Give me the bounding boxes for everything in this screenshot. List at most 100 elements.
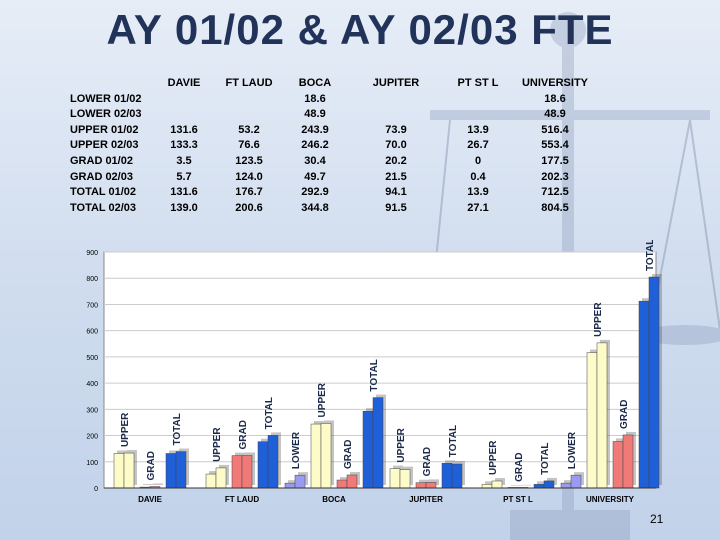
table-cell: 131.6: [170, 186, 198, 199]
y-tick-label: 800: [86, 276, 98, 283]
table-cell: 21.5: [385, 170, 407, 183]
bar-upper-02-03: [215, 467, 227, 489]
table-cell: 243.9: [301, 123, 329, 136]
bar-group-label: TOTAL: [264, 397, 275, 429]
column-header-pt-st-l: PT ST L: [457, 77, 499, 89]
table-row: TOTAL 02/03 139.0 200.6 344.8 91.5 27.1 804.5: [70, 201, 596, 217]
table-cell: 292.9: [301, 186, 329, 199]
bar-group-label: TOTAL: [369, 359, 380, 391]
table-cell: 553.4: [541, 139, 569, 152]
table-cell: 13.9: [467, 186, 489, 199]
bar-group-label: GRAD: [422, 447, 433, 476]
table-cell: [218, 107, 280, 123]
column-header-boca: BOCA: [298, 77, 332, 89]
bar-upper-01-02: [113, 453, 125, 489]
table-cell: 27.1: [467, 201, 489, 214]
fte-bar-chart: 0 100 200 300 400 500 600 700 800 900 DAVIE UPPER GR…: [86, 240, 662, 504]
table-cell: 73.9: [385, 123, 407, 136]
row-label: GRAD 02/03: [70, 170, 133, 183]
bar-group-label: UPPER: [396, 427, 407, 462]
table-cell: 712.5: [541, 186, 569, 199]
bar-lower-01-02: [284, 482, 296, 489]
bar-upper-02-03: [320, 423, 332, 489]
bar-shadow: [143, 484, 153, 485]
table-row: TOTAL 01/02 131.6 176.7 292.9 94.1 13.9 712.5: [70, 185, 596, 201]
row-label: LOWER 02/03: [70, 108, 142, 121]
table-row: GRAD 02/03 5.7 124.0 49.7 21.5 0.4 202.3: [70, 170, 596, 186]
table-cell: 246.2: [301, 139, 329, 152]
bar-group-label: UPPER: [212, 427, 223, 462]
y-tick-label: 700: [86, 302, 98, 309]
bar-group-label: TOTAL: [540, 442, 551, 474]
row-label: GRAD 01/02: [70, 154, 133, 167]
table-cell: [350, 107, 442, 123]
y-tick-label: 300: [86, 407, 98, 414]
table-cell: 139.0: [170, 201, 198, 214]
table-row: LOWER 02/03 48.9 48.9: [70, 107, 596, 123]
y-tick-label: 500: [86, 355, 98, 362]
bar-shadow: [485, 481, 495, 485]
row-label: UPPER 01/02: [70, 123, 139, 136]
bar-upper-01-02: [586, 352, 598, 489]
table-cell: 91.5: [385, 201, 407, 214]
y-tick-label: 400: [86, 381, 98, 388]
table-cell: 804.5: [541, 201, 569, 214]
bar-lower-01-02: [560, 482, 572, 489]
bar-lower-02-03: [294, 474, 306, 489]
table-cell: [150, 107, 218, 123]
bar-group-label: UPPER: [120, 412, 131, 447]
bar-shadow: [153, 483, 163, 485]
table-cell: 177.5: [541, 154, 569, 167]
y-tick-label: 100: [86, 460, 98, 467]
table-cell: 133.3: [170, 139, 198, 152]
bar-shadow: [564, 480, 574, 485]
bar-total-02-03: [543, 480, 555, 489]
table-cell: 30.4: [304, 154, 326, 167]
table-header-row: DAVIE FT LAUD BOCA JUPITER PT ST L UNIVE…: [70, 76, 596, 92]
x-category-label: FT LAUD: [225, 495, 259, 504]
bar-upper-01-02: [481, 484, 493, 489]
row-label: TOTAL 01/02: [70, 186, 137, 199]
table-cell: 123.5: [235, 154, 263, 167]
table-cell: 200.6: [235, 201, 263, 214]
x-category-label: UNIVERSITY: [586, 495, 635, 504]
column-header-jupiter: JUPITER: [372, 77, 420, 89]
bar-shadow: [511, 485, 521, 486]
table-cell: [442, 92, 514, 108]
table-cell: 49.7: [304, 170, 326, 183]
x-category-label: BOCA: [322, 495, 346, 504]
table-cell: 124.0: [235, 170, 263, 183]
table-cell: 5.7: [176, 170, 192, 183]
table-cell: 176.7: [235, 186, 263, 199]
bar-upper-02-03: [123, 452, 135, 489]
table-cell: 48.9: [544, 108, 566, 121]
table-cell: 53.2: [238, 123, 260, 136]
table-cell: [218, 92, 280, 108]
bar-upper-02-03: [399, 469, 411, 489]
table-cell: 13.9: [467, 123, 489, 136]
page-number: 21: [650, 512, 664, 526]
y-tick-label: 600: [86, 329, 98, 336]
bar-group-label: LOWER: [291, 431, 302, 469]
table-cell: [442, 107, 514, 123]
bar-group-label: TOTAL: [448, 425, 459, 457]
table-cell: [150, 92, 218, 108]
table-cell: 344.8: [301, 201, 329, 214]
bar-upper-02-03: [596, 342, 608, 489]
bar-shadow: [521, 484, 531, 486]
slide-title: AY 01/02 & AY 02/03 FTE: [106, 6, 614, 53]
table-row: GRAD 01/02 3.5 123.5 30.4 20.2 0 177.5: [70, 154, 596, 170]
table-cell: 0.4: [470, 170, 486, 183]
y-tick-label: 200: [86, 434, 98, 441]
y-tick-label: 0: [94, 486, 98, 493]
bar-upper-01-02: [389, 468, 401, 489]
bar-total-02-03: [175, 451, 187, 489]
bar-group-label: UPPER: [488, 440, 499, 475]
bar-group-label: UPPER: [317, 382, 328, 417]
bar-group-label: GRAD: [238, 420, 249, 449]
bar-upper-01-02: [310, 423, 322, 489]
bar-grad-01-02: [612, 441, 624, 489]
table-cell: 18.6: [544, 92, 566, 105]
bar-lower-02-03: [570, 474, 582, 489]
table-row: LOWER 01/02 18.6 18.6: [70, 92, 596, 108]
